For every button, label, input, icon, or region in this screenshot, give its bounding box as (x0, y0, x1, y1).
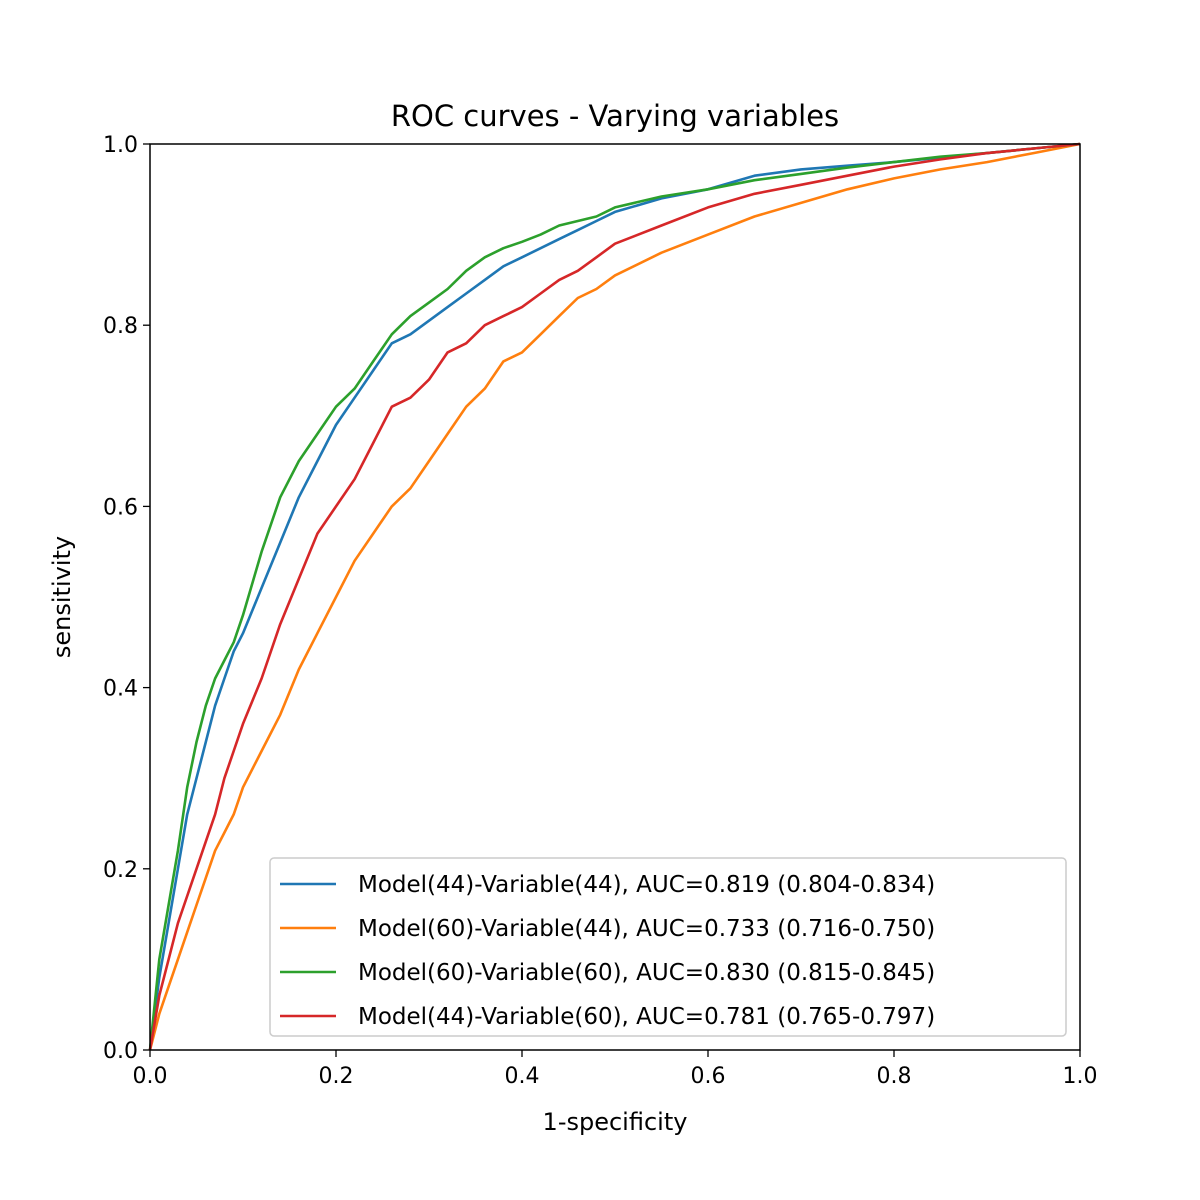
chart-title: ROC curves - Varying variables (391, 99, 839, 133)
x-tick-label: 0.4 (505, 1064, 540, 1089)
plot-frame (149, 143, 1081, 1051)
y-tick-label: 0.2 (103, 858, 138, 883)
legend-box (269, 857, 1067, 1037)
x-tick-label: 0.0 (133, 1064, 168, 1089)
x-axis-label: 1-specificity (543, 1108, 688, 1136)
series-lines (148, 142, 1081, 1051)
series-line-3 (148, 142, 1081, 1051)
legend-label-3: Model(60)-Variable(60), AUC=0.830 (0.815… (358, 960, 935, 986)
x-tick-label: 1.0 (1063, 1064, 1098, 1089)
legend-label-1: Model(44)-Variable(44), AUC=0.819 (0.804… (358, 872, 935, 898)
y-tick-label: 0.0 (103, 1039, 138, 1064)
y-tick-label: 0.8 (103, 314, 138, 339)
x-tick-label: 0.2 (319, 1064, 354, 1089)
series-line-4 (148, 142, 1081, 1051)
y-tick-label: 1.0 (103, 133, 138, 158)
y-tick-label: 0.6 (103, 495, 138, 520)
x-tick-label: 0.8 (877, 1064, 912, 1089)
y-axis-ticks: 0.0 0.2 0.4 0.6 0.8 1.0 (103, 133, 150, 1064)
series-line-1 (148, 142, 1081, 1051)
legend: Model(44)-Variable(44), AUC=0.819 (0.804… (269, 857, 1067, 1037)
series-line-2 (148, 142, 1081, 1051)
y-tick-label: 0.4 (103, 677, 138, 702)
legend-label-4: Model(44)-Variable(60), AUC=0.781 (0.765… (358, 1004, 935, 1030)
legend-label-2: Model(60)-Variable(44), AUC=0.733 (0.716… (358, 916, 935, 942)
x-axis-ticks: 0.0 0.2 0.4 0.6 0.8 1.0 (133, 1050, 1098, 1089)
y-axis-label: sensitivity (48, 536, 76, 658)
x-tick-label: 0.6 (691, 1064, 726, 1089)
